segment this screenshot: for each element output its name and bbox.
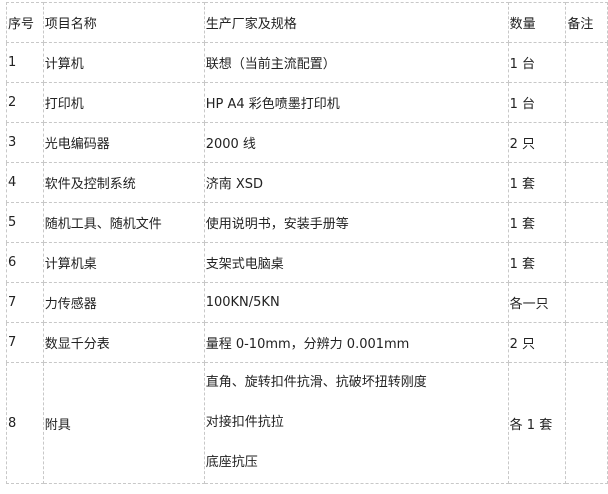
cell-qty: 1 套 [507, 202, 567, 243]
header-no: 序号 [6, 2, 44, 43]
cell-spec: HP A4 彩色喷墨打印机 [203, 82, 509, 123]
cell-qty: 1 台 [507, 42, 567, 83]
cell-no: 2 [6, 82, 44, 123]
spec-line: 直角、旋转扣件抗滑、抗破坏扭转刚度 [205, 375, 427, 390]
header-note: 备注 [565, 2, 608, 43]
cell-name: 附具 [42, 362, 205, 484]
cell-no: 3 [6, 122, 44, 163]
table-row: 7 数显千分表 量程 0-10mm，分辨力 0.001mm 2 只 [6, 322, 608, 363]
cell-spec: 2000 线 [203, 122, 509, 163]
cell-name: 计算机桌 [42, 242, 205, 283]
cell-spec: 量程 0-10mm，分辨力 0.001mm [203, 322, 509, 363]
cell-note [565, 162, 608, 203]
cell-no: 5 [6, 202, 44, 243]
cell-no: 7 [6, 282, 44, 323]
header-name: 项目名称 [42, 2, 205, 43]
cell-qty: 各一只 [507, 282, 567, 323]
cell-no: 1 [6, 42, 44, 83]
cell-no: 4 [6, 162, 44, 203]
spec-line: 底座抗压 [205, 455, 258, 470]
cell-name: 力传感器 [42, 282, 205, 323]
table-header-row: 序号 项目名称 生产厂家及规格 数量 备注 [6, 2, 608, 43]
cell-spec: 支架式电脑桌 [203, 242, 509, 283]
table-row: 8 附具 直角、旋转扣件抗滑、抗破坏扭转刚度 对接扣件抗拉 底座抗压 各 1 套 [6, 362, 608, 484]
cell-name: 数显千分表 [42, 322, 205, 363]
cell-spec: 直角、旋转扣件抗滑、抗破坏扭转刚度 对接扣件抗拉 底座抗压 [203, 362, 509, 484]
cell-note [565, 282, 608, 323]
header-spec: 生产厂家及规格 [203, 2, 509, 43]
cell-name: 计算机 [42, 42, 205, 83]
cell-no: 7 [6, 322, 44, 363]
cell-qty: 各 1 套 [507, 362, 567, 484]
table-row: 5 随机工具、随机文件 使用说明书，安装手册等 1 套 [6, 202, 608, 243]
cell-name: 光电编码器 [42, 122, 205, 163]
table-row: 2 打印机 HP A4 彩色喷墨打印机 1 台 [6, 82, 608, 123]
cell-no: 8 [6, 362, 44, 484]
cell-note [565, 242, 608, 283]
cell-qty: 2 只 [507, 322, 567, 363]
spec-line: 对接扣件抗拉 [205, 415, 284, 430]
cell-qty: 1 套 [507, 242, 567, 283]
table-row: 4 软件及控制系统 济南 XSD 1 套 [6, 162, 608, 203]
table-row: 7 力传感器 100KN/5KN 各一只 [6, 282, 608, 323]
cell-note [565, 202, 608, 243]
cell-spec: 100KN/5KN [203, 282, 509, 323]
cell-qty: 1 套 [507, 162, 567, 203]
header-qty: 数量 [507, 2, 567, 43]
table-row: 1 计算机 联想（当前主流配置） 1 台 [6, 42, 608, 83]
cell-note [565, 42, 608, 83]
cell-note [565, 362, 608, 484]
cell-no: 6 [6, 242, 44, 283]
cell-note [565, 82, 608, 123]
cell-name: 随机工具、随机文件 [42, 202, 205, 243]
cell-note [565, 322, 608, 363]
cell-spec: 使用说明书，安装手册等 [203, 202, 509, 243]
cell-qty: 2 只 [507, 122, 567, 163]
cell-qty: 1 台 [507, 82, 567, 123]
cell-note [565, 122, 608, 163]
cell-name: 软件及控制系统 [42, 162, 205, 203]
cell-spec: 联想（当前主流配置） [203, 42, 509, 83]
table-row: 6 计算机桌 支架式电脑桌 1 套 [6, 242, 608, 283]
cell-spec: 济南 XSD [203, 162, 509, 203]
cell-name: 打印机 [42, 82, 205, 123]
